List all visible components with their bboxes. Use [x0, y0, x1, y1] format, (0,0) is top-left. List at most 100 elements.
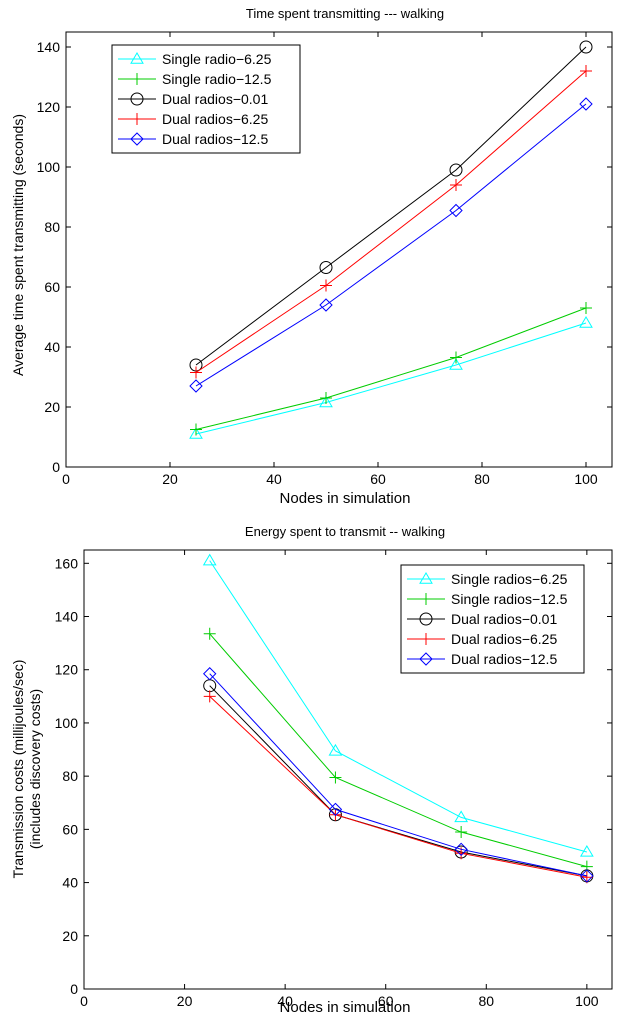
- data-point: [319, 395, 333, 408]
- data-point: [454, 842, 468, 857]
- data-point: [450, 351, 462, 364]
- legend-label: Dual radios−12.5: [451, 651, 557, 667]
- data-point: [579, 844, 594, 857]
- legend-label: Single radio−6.25: [162, 51, 272, 67]
- y-tick-label: 80: [44, 219, 60, 235]
- data-point: [319, 298, 333, 312]
- legend: Single radio−6.25 Single radio−12.5 Dual r…: [111, 44, 301, 154]
- series-line: [195, 103, 587, 387]
- y-tick-label: 140: [55, 609, 79, 625]
- x-tick-label: 0: [80, 993, 88, 1009]
- legend-label: Dual radios−12.5: [162, 131, 268, 147]
- y-axis-label-line2: (includes discovery costs): [27, 689, 43, 849]
- data-point: [189, 379, 203, 393]
- data-point: [449, 203, 463, 218]
- data-point: [579, 316, 593, 328]
- energy-chart: Energy spent to transmit -- walking Node…: [10, 524, 613, 1015]
- x-tick-label: 0: [62, 471, 70, 487]
- data-point: [320, 279, 332, 292]
- data-point: [454, 810, 469, 823]
- y-tick-label: 60: [62, 821, 78, 837]
- series-line: [195, 307, 587, 430]
- data-point: [202, 553, 217, 566]
- data-point: [450, 179, 462, 191]
- legend-label: Dual radios−6.25: [162, 111, 268, 127]
- legend-marker: [419, 572, 433, 584]
- series-line: [209, 685, 587, 877]
- y-tick-label: 100: [55, 715, 79, 731]
- series-line: [195, 46, 587, 366]
- legend-label: Dual radios−6.25: [451, 631, 557, 647]
- series-line: [209, 673, 587, 877]
- data-point: [320, 392, 332, 404]
- y-tick-label: 0: [70, 981, 78, 997]
- plot-area: 0 20 40 60 80 100 0 20 40 60 80 100 120 140 160: [55, 549, 613, 1009]
- data-point: [580, 302, 592, 314]
- data-point: [203, 690, 216, 703]
- legend-label: Dual radios−0.01: [451, 611, 557, 627]
- series-line: [209, 633, 587, 868]
- data-point: [190, 366, 202, 379]
- x-tick-label: 60: [378, 993, 394, 1009]
- data-point: [189, 427, 203, 439]
- x-tick-label: 20: [162, 471, 178, 487]
- x-tick-label: 100: [575, 993, 599, 1009]
- data-point: [329, 771, 342, 784]
- data-point: [190, 423, 202, 436]
- y-axis-label: Transmission costs (millijoules/sec): [10, 660, 26, 879]
- y-tick-label: 140: [37, 39, 61, 55]
- legend-marker: [419, 652, 433, 666]
- data-point: [319, 261, 333, 274]
- legend: Single radios−6.25 Single radios−12.5 Dual…: [400, 564, 585, 674]
- legend-label: Dual radios−0.01: [162, 91, 268, 107]
- series-line: [209, 560, 587, 853]
- data-point: [579, 40, 593, 54]
- x-tick-label: 80: [478, 993, 494, 1009]
- data-point: [455, 826, 468, 839]
- legend-marker: [419, 612, 433, 626]
- y-tick-label: 120: [37, 99, 61, 115]
- y-tick-label: 20: [44, 399, 60, 415]
- y-tick-label: 0: [52, 459, 60, 475]
- y-tick-label: 60: [44, 279, 60, 295]
- y-tick-label: 40: [44, 339, 60, 355]
- legend-marker: [130, 92, 144, 106]
- data-point: [580, 860, 593, 873]
- x-axis-label: Nodes in simulation: [280, 490, 411, 507]
- y-tick-label: 160: [55, 555, 79, 571]
- data-point: [580, 869, 594, 883]
- x-tick-label: 40: [277, 993, 293, 1009]
- y-tick-label: 40: [62, 875, 78, 891]
- x-tick-label: 60: [370, 471, 386, 487]
- data-point: [579, 97, 593, 111]
- chart-title: Time spent transmitting --- walking: [246, 6, 444, 21]
- x-tick-label: 100: [574, 471, 598, 487]
- legend-marker: [130, 52, 144, 64]
- series-line: [209, 695, 587, 878]
- legend-label: Single radio−12.5: [162, 71, 272, 87]
- plot-area: 0 20 40 60 80 100 0 20 40 60 80 100 120 140: [37, 31, 613, 487]
- legend-label: Single radios−12.5: [451, 591, 568, 607]
- legend-marker: [420, 633, 432, 645]
- y-tick-label: 100: [37, 159, 61, 175]
- legend-marker: [131, 113, 143, 125]
- legend-marker: [420, 593, 432, 605]
- legend-marker: [131, 73, 143, 85]
- y-axis-label: Average time spent transmitting (seconds…: [10, 114, 26, 376]
- data-point: [203, 667, 217, 681]
- axes-box: [83, 549, 613, 990]
- legend-label: Single radios−6.25: [451, 571, 568, 587]
- legend-marker: [130, 132, 144, 146]
- data-point: [328, 743, 343, 756]
- data-point: [580, 65, 592, 77]
- data-point: [449, 358, 463, 370]
- data-point: [203, 627, 216, 640]
- series-line: [195, 70, 587, 373]
- y-tick-label: 120: [55, 662, 79, 678]
- series-line: [195, 322, 587, 435]
- axes-box: [65, 31, 613, 468]
- y-tick-label: 20: [62, 928, 78, 944]
- x-axis-label: Nodes in simulation: [280, 999, 411, 1015]
- chart-title: Energy spent to transmit -- walking: [245, 524, 445, 539]
- time-chart: Time spent transmitting --- walking Node…: [10, 6, 613, 507]
